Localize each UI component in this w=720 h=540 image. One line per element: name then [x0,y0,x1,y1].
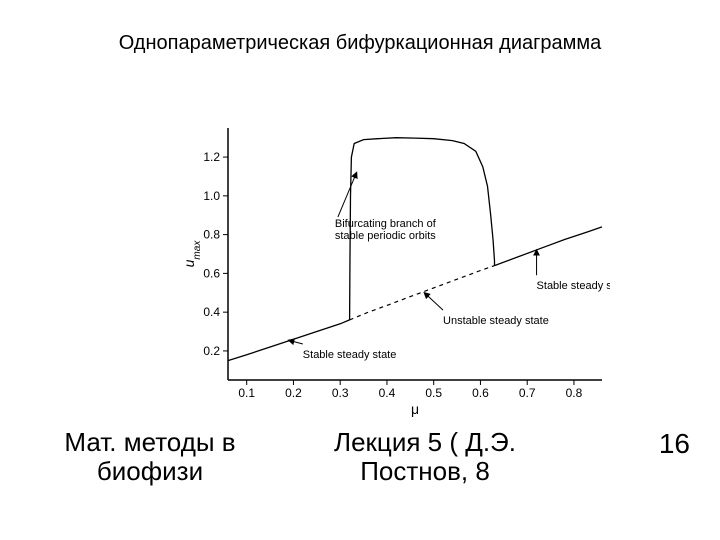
x-tick-label: 0.4 [379,386,396,400]
y-tick-label: 1.2 [203,150,220,164]
x-axis-label: μ [411,401,419,417]
x-tick-label: 0.8 [566,386,583,400]
annot-unstable-label: Unstable steady state [443,315,549,327]
slide-footer: Мат. методы в биофизи Лекция 5 ( Д.Э. По… [0,428,720,540]
y-tick-label: 0.6 [203,266,220,280]
chart-svg: 0.1 0.2 0.3 0.4 0.5 0.6 0.7 0.8 0.2 0.4 0.6 0.8 1.0 1… [180,120,610,420]
y-tick-label: 0.4 [203,305,220,319]
x-tick-label: 0.2 [285,386,302,400]
bifurcation-chart: 0.1 0.2 0.3 0.4 0.5 0.6 0.7 0.8 0.2 0.4 0.6 0.8 1.0 1… [180,120,610,420]
annot-bifurcating-arrow [338,173,357,217]
annot-stable-right-label: Stable steady state [537,280,610,292]
annot-stable-left-arrow [289,340,303,344]
x-tick-label: 0.5 [425,386,442,400]
series-unstable [350,266,495,320]
series-stable-right [495,227,603,266]
footer-page: 16 [610,428,690,460]
x-tick-label: 0.6 [472,386,489,400]
slide-title: Однопараметрическая бифуркационная диагр… [0,32,720,55]
y-axis-label: umax [181,240,203,268]
annot-bifurcating-label2: stable periodic orbits [335,230,436,242]
y-tick-label: 1.0 [203,189,220,203]
y-tick-label: 0.8 [203,228,220,242]
x-tick-label: 0.1 [238,386,255,400]
footer-left: Мат. методы в биофизи [60,428,240,485]
x-tick-label: 0.3 [332,386,349,400]
annot-unstable-arrow [424,293,443,310]
footer-center: Лекция 5 ( Д.Э. Постнов, 8 [285,428,565,485]
y-tick-label: 0.2 [203,344,220,358]
x-tick-label: 0.7 [519,386,536,400]
annot-bifurcating-label: Bifurcating branch of [335,218,437,230]
annot-stable-left-label: Stable steady state [303,349,397,361]
